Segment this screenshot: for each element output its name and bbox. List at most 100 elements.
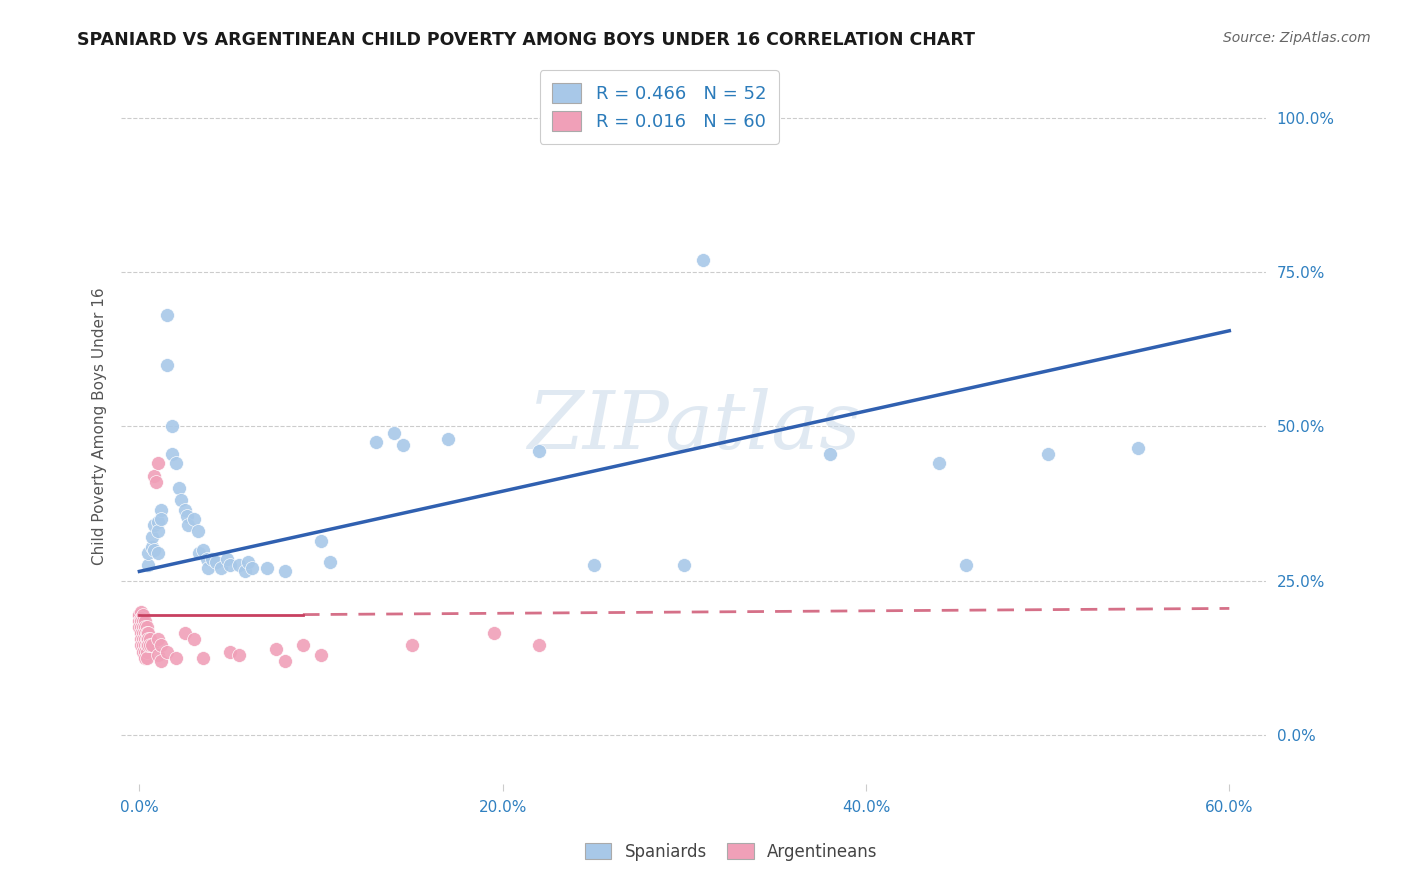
Point <box>128 607 150 622</box>
Point <box>135 639 157 653</box>
Point <box>364 434 387 449</box>
Point <box>146 515 169 529</box>
Point <box>132 620 155 634</box>
Point <box>141 531 163 545</box>
Point <box>129 626 152 640</box>
Point <box>142 468 165 483</box>
Point <box>170 493 193 508</box>
Point <box>291 639 314 653</box>
Point <box>527 639 550 653</box>
Point <box>132 626 155 640</box>
Point <box>319 555 342 569</box>
Point <box>818 447 841 461</box>
Point <box>150 512 173 526</box>
Point <box>128 620 150 634</box>
Point <box>138 639 160 653</box>
Point <box>134 650 156 665</box>
Point <box>138 626 160 640</box>
Point <box>482 626 505 640</box>
Point <box>134 645 156 659</box>
Point <box>401 639 423 653</box>
Point <box>138 546 160 560</box>
Text: Source: ZipAtlas.com: Source: ZipAtlas.com <box>1223 31 1371 45</box>
Legend: Spaniards, Argentineans: Spaniards, Argentineans <box>578 837 884 868</box>
Point <box>1128 441 1150 455</box>
Point <box>160 419 183 434</box>
Point <box>173 502 195 516</box>
Point <box>228 648 250 662</box>
Point <box>201 552 224 566</box>
Point <box>129 605 152 619</box>
Point <box>273 565 295 579</box>
Point <box>150 502 173 516</box>
Point <box>146 648 169 662</box>
Point <box>138 632 160 647</box>
Point <box>191 650 214 665</box>
Point <box>437 432 460 446</box>
Point <box>134 614 156 628</box>
Point <box>132 645 155 659</box>
Text: ZIPatlas: ZIPatlas <box>527 388 860 465</box>
Point <box>391 438 413 452</box>
Point <box>692 252 714 267</box>
Point <box>145 475 167 489</box>
Point <box>165 457 187 471</box>
Point <box>142 518 165 533</box>
Point <box>177 518 200 533</box>
Point <box>132 639 155 653</box>
Point <box>132 614 155 628</box>
Point <box>173 626 195 640</box>
Point <box>139 632 162 647</box>
Point <box>150 654 173 668</box>
Point <box>160 447 183 461</box>
Point <box>146 524 169 539</box>
Point <box>128 607 150 622</box>
Point <box>228 558 250 573</box>
Point <box>138 558 160 573</box>
Point <box>169 481 191 495</box>
Point <box>134 620 156 634</box>
Point <box>264 641 287 656</box>
Point <box>309 533 332 548</box>
Point <box>141 540 163 554</box>
Point <box>1036 447 1059 461</box>
Point <box>256 561 278 575</box>
Point <box>183 512 205 526</box>
Point <box>209 561 232 575</box>
Point <box>135 620 157 634</box>
Point <box>195 552 218 566</box>
Point <box>141 639 163 653</box>
Point <box>129 632 152 647</box>
Point <box>219 558 242 573</box>
Point <box>135 650 157 665</box>
Point <box>132 607 155 622</box>
Point <box>527 444 550 458</box>
Point <box>135 626 157 640</box>
Point <box>156 309 179 323</box>
Point <box>673 558 696 573</box>
Point <box>197 561 219 575</box>
Point <box>146 546 169 560</box>
Point <box>204 555 226 569</box>
Y-axis label: Child Poverty Among Boys Under 16: Child Poverty Among Boys Under 16 <box>93 287 107 566</box>
Point <box>134 626 156 640</box>
Point <box>156 645 179 659</box>
Point <box>150 639 173 653</box>
Point <box>135 632 157 647</box>
Point <box>191 542 214 557</box>
Point <box>142 542 165 557</box>
Point <box>156 358 179 372</box>
Point <box>240 561 263 575</box>
Point <box>128 614 150 628</box>
Point <box>176 508 198 523</box>
Point <box>955 558 977 573</box>
Point <box>186 524 208 539</box>
Point <box>928 457 950 471</box>
Point <box>134 639 156 653</box>
Point <box>382 425 405 440</box>
Point <box>233 565 256 579</box>
Legend: R = 0.466   N = 52, R = 0.016   N = 60: R = 0.466 N = 52, R = 0.016 N = 60 <box>540 70 779 144</box>
Point <box>582 558 605 573</box>
Point <box>238 555 260 569</box>
Point <box>146 457 169 471</box>
